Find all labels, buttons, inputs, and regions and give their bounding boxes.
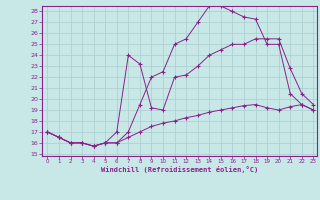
X-axis label: Windchill (Refroidissement éolien,°C): Windchill (Refroidissement éolien,°C) xyxy=(100,166,258,173)
